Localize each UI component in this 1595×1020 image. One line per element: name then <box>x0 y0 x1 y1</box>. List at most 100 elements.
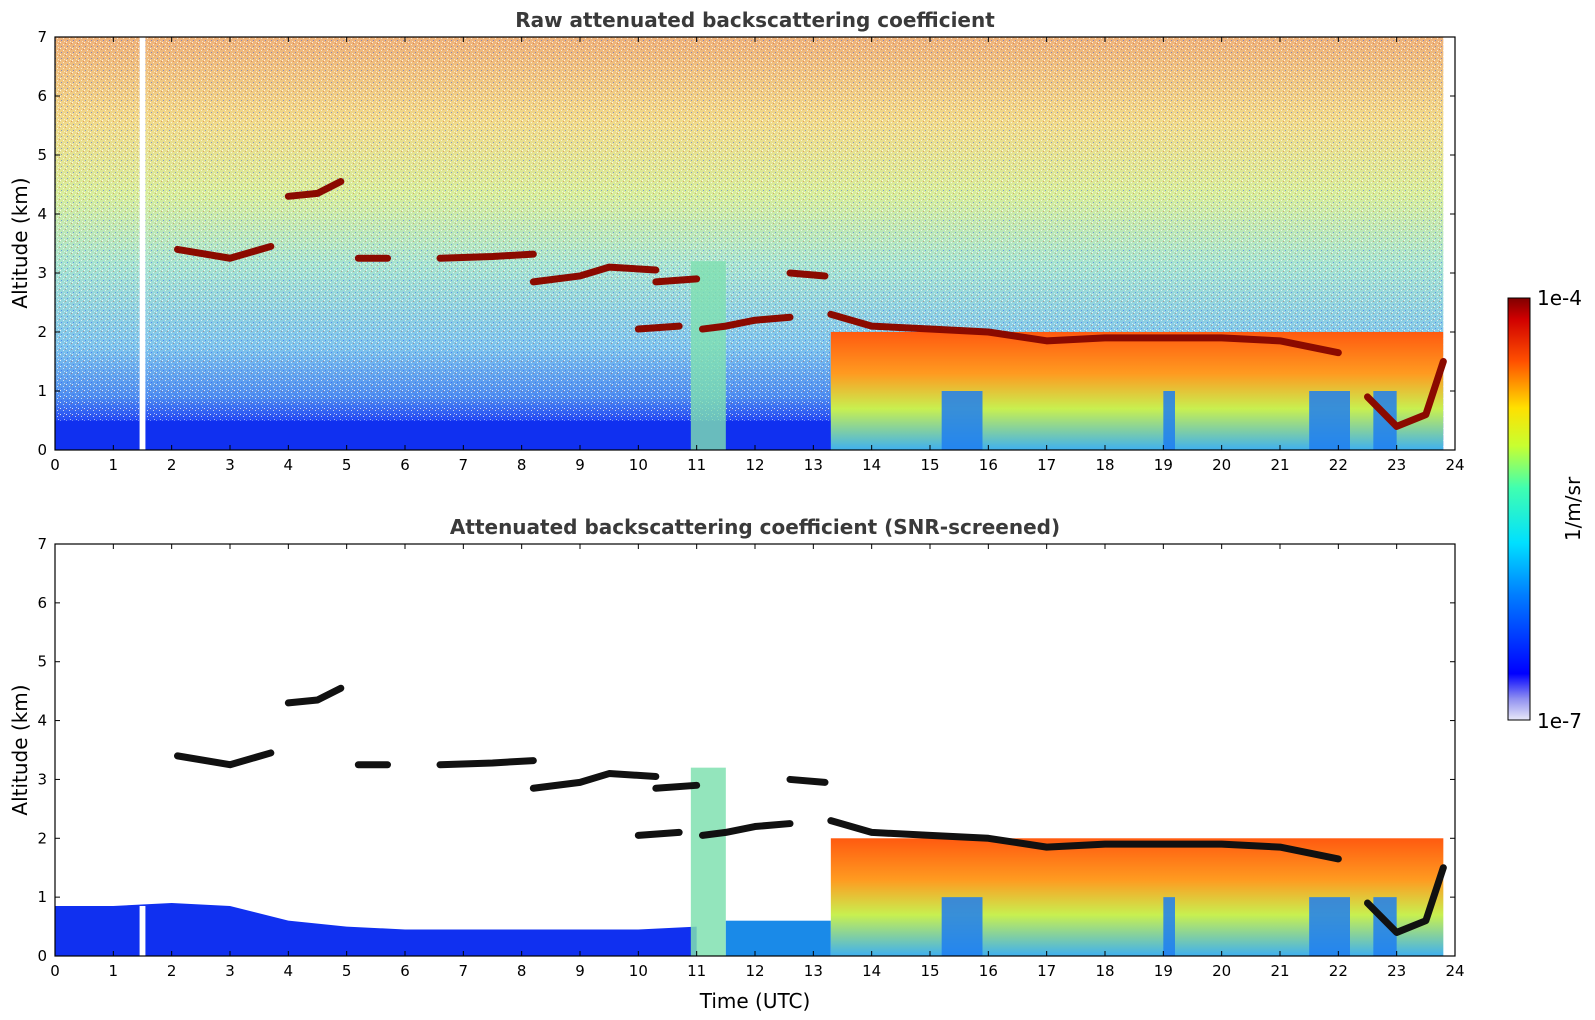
boundary-layer-backscatter <box>830 838 1444 956</box>
cloud-layer <box>634 828 683 839</box>
x-tick-label: 4 <box>284 962 294 980</box>
snr-y-axis-label: Altitude (km) <box>8 684 32 815</box>
cloud-layer <box>436 757 537 769</box>
x-tick-label: 11 <box>687 456 706 474</box>
y-tick-label: 0 <box>37 947 47 965</box>
colorbar: 1e-4 1e-7 1/m/sr <box>1507 286 1585 733</box>
x-tick-label: 5 <box>342 456 352 474</box>
plume-11utc <box>690 261 726 450</box>
x-tick-label: 10 <box>629 456 648 474</box>
clear-column <box>1163 391 1175 450</box>
x-tick-label: 16 <box>979 962 998 980</box>
x-tick-label: 8 <box>517 456 527 474</box>
boundary-layer-backscatter <box>830 332 1444 450</box>
snr-panel-title: Attenuated backscattering coefficient (S… <box>450 515 1060 539</box>
y-tick-label: 3 <box>37 770 47 788</box>
colorbar-max-label: 1e-4 <box>1537 286 1582 310</box>
x-tick-label: 13 <box>804 962 823 980</box>
y-tick-label: 6 <box>37 87 47 105</box>
x-tick-label: 9 <box>575 962 585 980</box>
x-tick-label: 14 <box>862 962 881 980</box>
cloud-layer <box>436 250 537 262</box>
x-tick-label: 21 <box>1270 456 1289 474</box>
raw-y-ticks: 0 1 2 3 4 5 6 7 <box>37 28 1455 459</box>
cloud-layer <box>827 310 1342 357</box>
x-tick-label: 15 <box>920 962 939 980</box>
x-tick-label: 2 <box>167 456 177 474</box>
x-tick-label: 9 <box>575 456 585 474</box>
raw-x-ticks: 0 1 2 3 4 5 6 7 8 9 10 11 12 13 14 15 16 17 18 19 20 21 22 23 24 <box>50 37 1465 474</box>
cloud-layer <box>284 684 345 707</box>
x-tick-label: 2 <box>167 962 177 980</box>
cloud-layer <box>786 775 829 786</box>
x-tick-label: 0 <box>50 962 60 980</box>
y-tick-label: 5 <box>37 146 47 164</box>
clear-column <box>941 391 983 450</box>
raw-heatmap <box>55 37 1455 450</box>
y-tick-label: 4 <box>37 205 47 223</box>
cloud-layer <box>529 770 660 792</box>
x-tick-label: 4 <box>284 456 294 474</box>
cloud-layer <box>827 817 1342 863</box>
x-tick-label: 1 <box>109 962 119 980</box>
cloud-layer <box>652 781 701 792</box>
y-tick-label: 2 <box>37 323 47 341</box>
cloud-layer <box>174 242 275 262</box>
y-tick-label: 1 <box>37 888 47 906</box>
x-tick-label: 18 <box>1095 456 1114 474</box>
snr-y-ticks: 0 1 2 3 4 5 6 7 <box>37 535 1455 965</box>
x-tick-label: 5 <box>342 962 352 980</box>
x-tick-label: 19 <box>1154 962 1173 980</box>
x-tick-label: 16 <box>979 456 998 474</box>
x-tick-label: 24 <box>1445 456 1464 474</box>
clear-column <box>1309 391 1350 450</box>
cloud-layer <box>174 749 275 769</box>
x-tick-label: 7 <box>459 962 469 980</box>
colorbar-units-label: 1/m/sr <box>1561 476 1585 541</box>
x-tick-label: 1 <box>109 456 119 474</box>
x-tick-label: 19 <box>1154 456 1173 474</box>
x-tick-label: 3 <box>225 962 235 980</box>
y-tick-label: 4 <box>37 712 47 730</box>
x-tick-label: 22 <box>1329 456 1348 474</box>
midday-aerosol <box>725 920 831 956</box>
data-gap <box>139 905 146 956</box>
cloud-layer <box>652 275 701 286</box>
snr-x-ticks: 0 1 2 3 4 5 6 7 8 9 10 11 12 13 14 15 16 17 18 19 20 21 22 23 24 <box>50 544 1465 980</box>
cloud-layer <box>529 263 660 286</box>
y-tick-label: 0 <box>37 441 47 459</box>
no-data-region <box>1443 37 1455 450</box>
x-tick-label: 23 <box>1387 962 1406 980</box>
x-tick-label: 6 <box>400 962 410 980</box>
x-tick-label: 7 <box>459 456 469 474</box>
cloud-layer <box>699 820 794 839</box>
x-tick-label: 22 <box>1329 962 1348 980</box>
x-tick-label: 12 <box>745 962 764 980</box>
colorbar-gradient <box>1507 297 1531 721</box>
x-tick-label: 17 <box>1037 456 1056 474</box>
y-tick-label: 1 <box>37 382 47 400</box>
x-tick-label: 10 <box>629 962 648 980</box>
y-tick-label: 7 <box>37 28 47 46</box>
x-tick-label: 8 <box>517 962 527 980</box>
x-tick-label: 11 <box>687 962 706 980</box>
raw-panel-title: Raw attenuated backscattering coefficien… <box>515 8 995 32</box>
x-tick-label: 13 <box>804 456 823 474</box>
x-tick-label: 23 <box>1387 456 1406 474</box>
cloud-layer <box>1364 864 1447 936</box>
x-tick-label: 12 <box>745 456 764 474</box>
colorbar-min-label: 1e-7 <box>1537 709 1582 733</box>
cloud-layer <box>786 269 829 280</box>
raw-y-axis-label: Altitude (km) <box>8 177 32 308</box>
x-tick-label: 18 <box>1095 962 1114 980</box>
x-tick-label: 3 <box>225 456 235 474</box>
clear-column <box>1163 897 1175 956</box>
x-tick-label: 17 <box>1037 962 1056 980</box>
boundary-layer-fill <box>55 903 697 956</box>
x-tick-label: 24 <box>1445 962 1464 980</box>
raw-backscatter-panel: Raw attenuated backscattering coefficien… <box>8 8 1465 474</box>
cloud-layer <box>284 178 345 200</box>
y-tick-label: 6 <box>37 594 47 612</box>
y-tick-label: 7 <box>37 535 47 553</box>
